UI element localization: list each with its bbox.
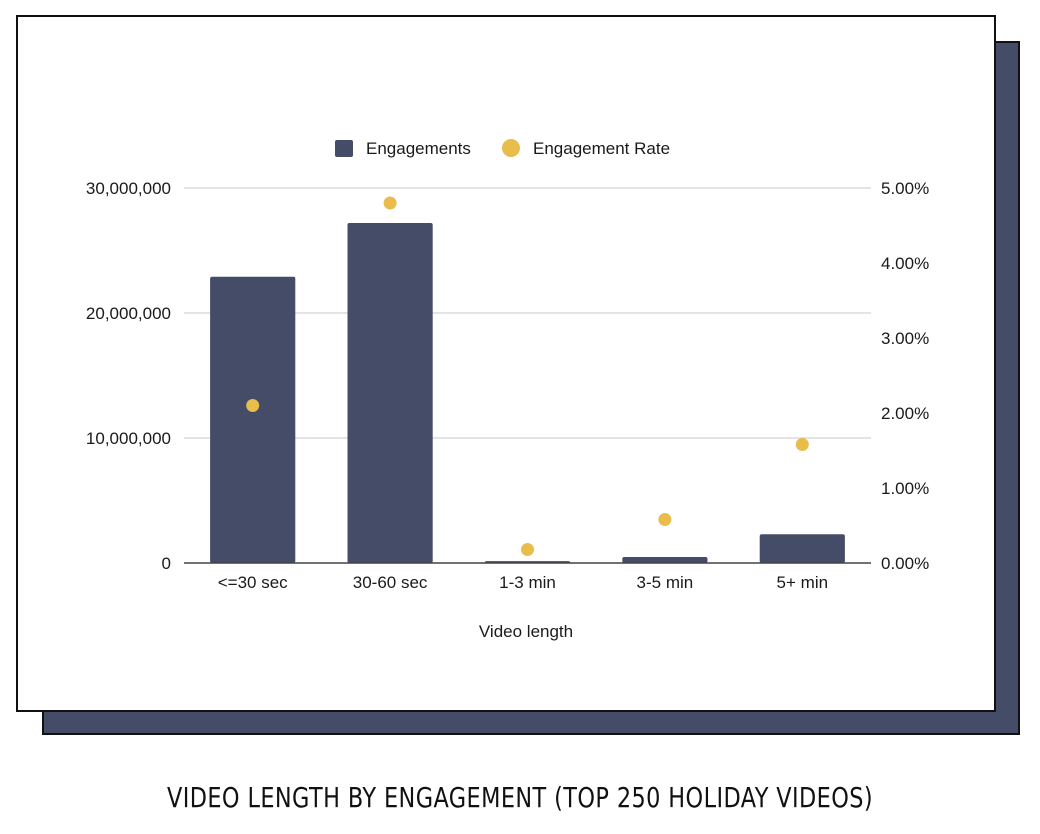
grid-lines bbox=[184, 187, 871, 439]
y-left-tick-label: 30,000,000 bbox=[86, 179, 171, 198]
bar-engagements bbox=[759, 534, 845, 563]
point-engagement-rate bbox=[383, 196, 397, 210]
legend-label-engagement-rate: Engagement Rate bbox=[533, 139, 670, 158]
legend-swatch-engagements bbox=[335, 140, 353, 157]
x-tick-label: <=30 sec bbox=[218, 573, 288, 592]
x-axis-title: Video length bbox=[479, 622, 573, 641]
point-engagement-rate bbox=[521, 543, 534, 556]
x-tick-label: 5+ min bbox=[777, 573, 829, 592]
point-engagement-rate bbox=[246, 399, 260, 412]
y-right-tick-label: 4.00% bbox=[881, 254, 929, 273]
legend-swatch-engagement-rate bbox=[502, 139, 520, 157]
legend: Engagements Engagement Rate bbox=[335, 139, 670, 158]
rate-points bbox=[246, 196, 809, 556]
bar-engagements bbox=[210, 276, 296, 563]
y-right-tick-label: 0.00% bbox=[881, 554, 929, 573]
y-left-tick-label: 10,000,000 bbox=[86, 429, 171, 448]
bar-engagements bbox=[347, 223, 433, 563]
y-right-tick-label: 3.00% bbox=[881, 329, 929, 348]
bar-engagements bbox=[622, 557, 708, 563]
y-left-tick-label: 20,000,000 bbox=[86, 304, 171, 323]
legend-label-engagements: Engagements bbox=[366, 139, 471, 158]
x-tick-label: 3-5 min bbox=[637, 573, 694, 592]
figure-caption: VIDEO LENGTH BY ENGAGEMENT (TOP 250 HOLI… bbox=[166, 781, 874, 814]
point-engagement-rate bbox=[658, 513, 672, 526]
chart-card bbox=[16, 15, 996, 712]
y-right-tick-label: 1.00% bbox=[881, 479, 929, 498]
axes: 0 10,000,000 20,000,000 30,000,000 0.00% 1.00… bbox=[86, 179, 929, 592]
chart: 0 10,000,000 20,000,000 30,000,000 0.00% 1.00… bbox=[86, 139, 929, 641]
bars bbox=[210, 223, 845, 563]
y-right-tick-label: 2.00% bbox=[881, 404, 929, 423]
x-tick-label: 30-60 sec bbox=[353, 573, 428, 592]
x-tick-label: 1-3 min bbox=[499, 573, 556, 592]
point-engagement-rate bbox=[795, 438, 809, 451]
y-right-tick-label: 5.00% bbox=[881, 179, 929, 198]
y-left-tick-label: 0 bbox=[162, 554, 171, 573]
